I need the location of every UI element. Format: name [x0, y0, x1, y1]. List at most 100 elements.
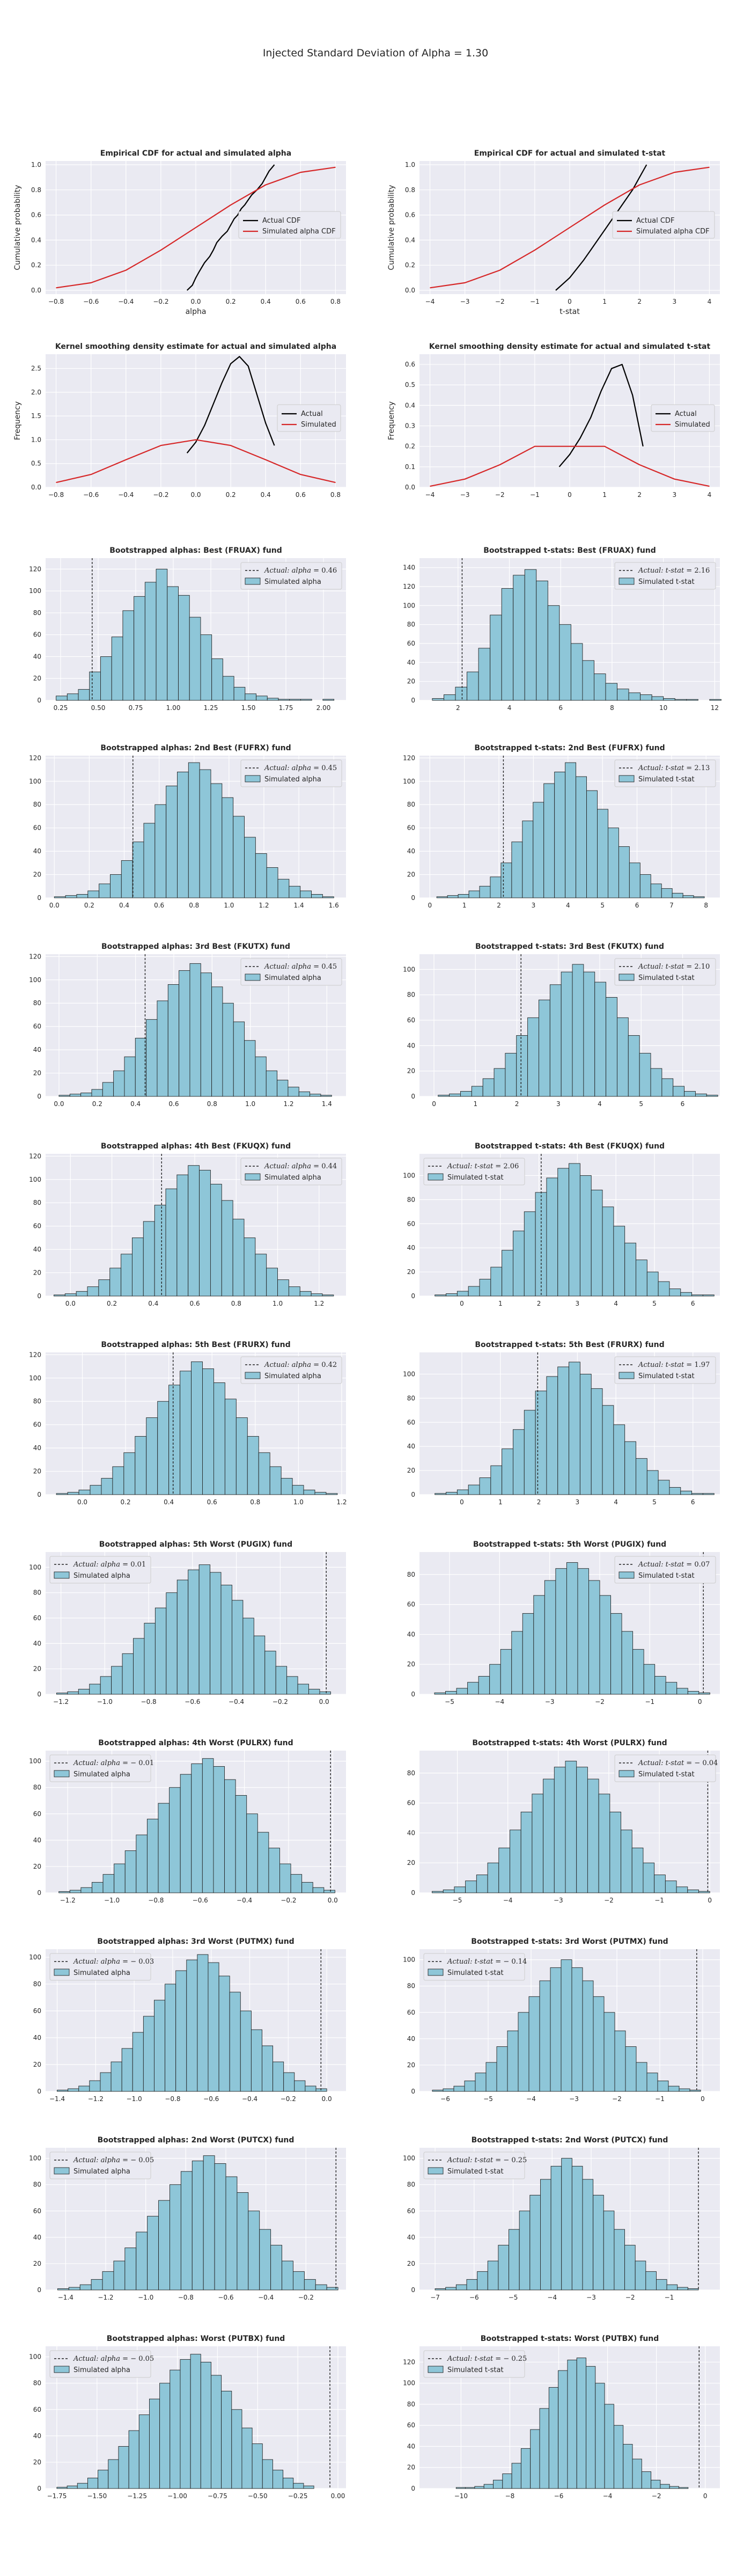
- histogram-bar: [290, 1874, 303, 1893]
- x-axis-label: t-stat: [559, 308, 580, 316]
- histogram-bar: [157, 1401, 170, 1495]
- histogram-bar: [322, 896, 334, 898]
- y-tick-label: 40: [407, 2442, 415, 2450]
- y-tick-label: 40: [407, 2234, 415, 2241]
- x-tick-label: 8: [610, 704, 614, 712]
- histogram-bar: [593, 2194, 604, 2290]
- y-tick-label: 40: [33, 1836, 41, 1844]
- x-tick-label: −0.2: [153, 298, 168, 305]
- histogram-bar: [566, 1562, 578, 1695]
- histogram-bar: [668, 2085, 680, 2092]
- histogram-bar: [530, 2429, 540, 2489]
- x-tick-label: 0.0: [322, 2095, 332, 2103]
- histogram-bar: [221, 2390, 232, 2489]
- legend-swatch-simulated: [619, 974, 635, 981]
- histogram-bar: [582, 660, 594, 701]
- histogram-bar: [78, 689, 90, 701]
- histogram-bar: [244, 837, 256, 898]
- histogram-bar: [264, 1651, 276, 1695]
- histogram-bar: [176, 1579, 189, 1695]
- histogram-bar: [235, 1417, 248, 1495]
- y-tick-label: 1.0: [31, 436, 41, 443]
- y-tick-label: 80: [33, 1784, 41, 1791]
- histogram-bar: [482, 1078, 495, 1097]
- x-tick-label: −0.25: [288, 2492, 308, 2500]
- histogram-bar: [602, 1405, 614, 1495]
- x-tick-label: 0: [568, 491, 572, 499]
- histogram-bar: [444, 694, 456, 701]
- x-tick-label: −2: [612, 2095, 622, 2103]
- x-tick-label: 2.00: [316, 704, 331, 712]
- histogram-bar: [58, 1095, 70, 1097]
- histogram-bar: [166, 786, 178, 898]
- histogram-bar: [67, 2485, 78, 2489]
- histogram-bar: [101, 1478, 113, 1495]
- chart-panel-boot-alpha-5best: Bootstrapped alphas: 5th Best (FRURX) fu…: [29, 1341, 347, 1506]
- histogram-bar: [262, 2459, 273, 2489]
- x-tick-label: −0.8: [141, 1698, 157, 1706]
- y-tick-label: 80: [33, 2181, 41, 2189]
- histogram-bar: [100, 1676, 112, 1695]
- histogram-bar: [516, 1035, 528, 1097]
- x-tick-label: 4: [566, 902, 570, 909]
- x-tick-label: −5: [453, 1897, 462, 1904]
- y-tick-label: 0.6: [405, 361, 415, 368]
- histogram-bar: [178, 595, 190, 701]
- y-tick-label: 0.5: [31, 460, 41, 467]
- y-tick-label: 40: [407, 1443, 415, 1450]
- x-tick-label: 0.2: [121, 1498, 131, 1506]
- histogram-bar: [56, 1693, 68, 1695]
- x-tick-label: −1.2: [88, 2095, 104, 2103]
- histogram-bar: [543, 783, 555, 898]
- histogram-bar: [656, 2279, 667, 2290]
- histogram-bar: [311, 894, 323, 898]
- histogram-bar: [554, 1767, 566, 1893]
- histogram-bar: [121, 1254, 132, 1297]
- y-tick-label: 80: [407, 1196, 415, 1203]
- y-tick-label: 0: [37, 1292, 41, 1300]
- histogram-bar: [166, 1592, 178, 1695]
- histogram-bar: [449, 1093, 461, 1097]
- y-tick-label: 80: [33, 1199, 41, 1206]
- legend-label: Simulated: [675, 421, 710, 429]
- histogram-bar: [56, 696, 68, 701]
- histogram-bar: [121, 860, 133, 898]
- x-tick-label: 2: [515, 1100, 519, 1108]
- histogram-bar: [80, 1887, 92, 1893]
- y-tick-label: 60: [33, 1614, 41, 1622]
- histogram-bar: [90, 1485, 102, 1495]
- x-tick-label: 0.4: [119, 902, 129, 909]
- x-tick-label: 0.4: [164, 1498, 174, 1506]
- histogram-bar: [586, 790, 598, 898]
- legend-box: [238, 211, 341, 239]
- histogram-bar: [128, 2430, 139, 2489]
- legend-label-simulated: Simulated alpha: [264, 775, 321, 784]
- histogram-bar: [252, 2443, 263, 2489]
- legend-label-actual: Actual: alpha = 0.44: [264, 1162, 337, 1170]
- x-tick-label: −4: [425, 298, 435, 305]
- legend-box: [240, 1356, 342, 1384]
- chart-panel-boot-alpha-2worst: Bootstrapped alphas: 2nd Worst (PUTCX) f…: [29, 2136, 346, 2301]
- x-tick-label: 0.4: [261, 298, 271, 305]
- x-tick-label: −0.8: [178, 2294, 194, 2301]
- y-tick-label: 100: [29, 2155, 41, 2162]
- legend-label-actual: Actual: t-stat = 2.06: [447, 1162, 519, 1170]
- histogram-bar: [631, 1847, 644, 1893]
- x-tick-label: 2: [497, 902, 501, 909]
- legend-swatch-simulated: [428, 2167, 444, 2175]
- histogram-bar: [266, 1268, 278, 1297]
- histogram-bar: [636, 2062, 647, 2092]
- histogram-bar: [695, 1093, 707, 1097]
- legend-label-actual: Actual: alpha = − 0.03: [73, 1958, 154, 1966]
- histogram-bar: [154, 1205, 166, 1297]
- x-tick-label: 0.8: [207, 1100, 217, 1108]
- y-tick-label: 100: [29, 1758, 41, 1765]
- histogram-bar: [322, 699, 335, 701]
- histogram-bar: [154, 2000, 166, 2092]
- histogram-bar: [224, 1399, 237, 1495]
- histogram-bar: [672, 892, 683, 898]
- histogram-bar: [487, 1862, 499, 1893]
- histogram-bar: [651, 2479, 661, 2489]
- histogram-bar: [658, 1281, 670, 1297]
- y-tick-label: 100: [403, 1172, 415, 1179]
